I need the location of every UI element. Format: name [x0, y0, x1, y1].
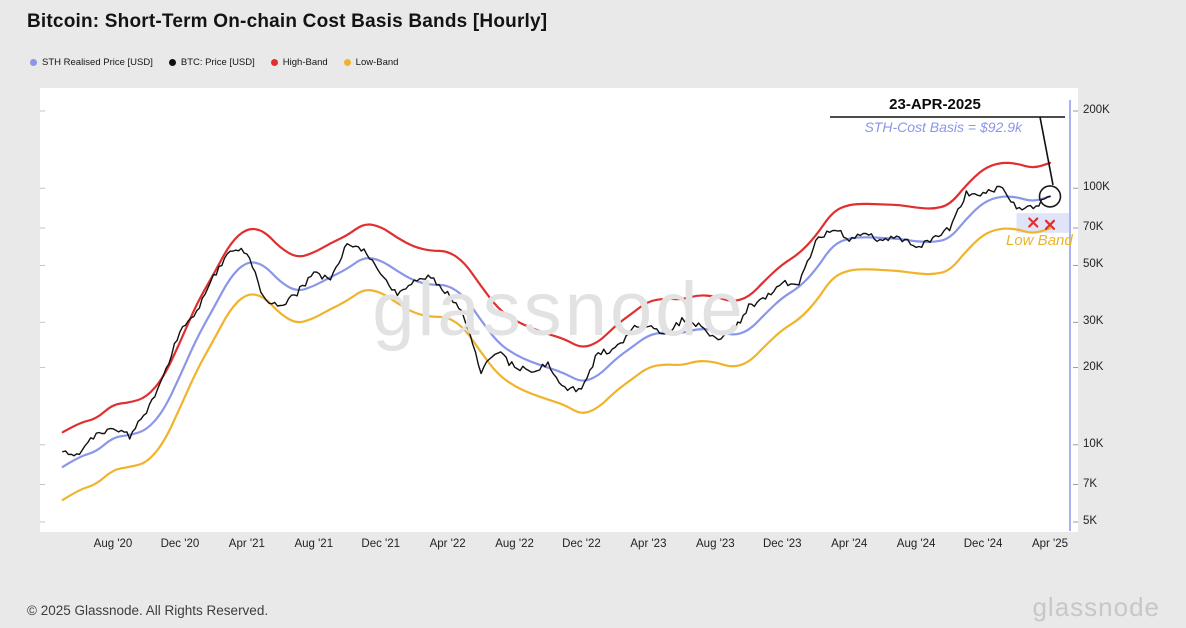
legend-item-sth-realised-price-usd[interactable]: STH Realised Price [USD] — [30, 57, 153, 68]
x-tick-label: Aug '23 — [696, 538, 735, 550]
annotation-sth-cost-basis-label: STH-Cost Basis = $92.9k — [864, 119, 1022, 135]
annotation-callout-line — [830, 116, 1065, 186]
x-tick-label: Apr '22 — [429, 538, 466, 550]
y-tick-label: 200K — [1083, 104, 1110, 116]
chart-plot-area[interactable]: glassnode — [40, 88, 1078, 532]
legend: STH Realised Price [USD] BTC: Price [USD]… — [30, 57, 398, 68]
series-line-sth-realised-price-usd[interactable] — [61, 195, 1052, 468]
series-line-low-band[interactable] — [61, 227, 1052, 501]
y-tick-label: 100K — [1083, 181, 1110, 194]
x-tick-label: Apr '21 — [228, 538, 265, 550]
y-tick-label: 5K — [1083, 515, 1098, 527]
annotation-date-label: 23-APR-2025 — [889, 96, 981, 113]
x-mark-icon — [1028, 217, 1039, 228]
legend-swatch-icon — [30, 59, 37, 66]
y-tick-label: 7K — [1083, 477, 1098, 490]
annotation-callout-circle — [1038, 185, 1062, 208]
legend-label: BTC: Price [USD] — [180, 57, 255, 68]
chart-canvas[interactable] — [40, 88, 1078, 532]
legend-label: High-Band — [282, 57, 328, 68]
legend-label: Low-Band — [355, 57, 399, 68]
legend-swatch-icon — [270, 59, 278, 66]
x-tick-label: Aug '22 — [495, 538, 534, 550]
y-tick-label: 30K — [1083, 315, 1104, 328]
legend-swatch-icon — [343, 59, 351, 66]
x-tick-label: Dec '23 — [762, 538, 802, 550]
legend-item-btc-price-usd[interactable]: BTC: Price [USD] — [168, 57, 255, 68]
y-tick-label: 10K — [1083, 437, 1104, 450]
legend-swatch-icon — [168, 59, 176, 66]
legend-label: STH Realised Price [USD] — [42, 57, 153, 68]
legend-item-low-band[interactable]: Low-Band — [343, 57, 399, 68]
y-tick-label: 50K — [1083, 258, 1104, 271]
x-tick-label: Aug '21 — [294, 538, 334, 550]
y-tick-label: 20K — [1083, 360, 1104, 373]
y-tick-label: 70K — [1083, 220, 1104, 233]
x-tick-label: Apr '25 — [1031, 538, 1069, 550]
x-tick-label: Aug '24 — [896, 538, 936, 550]
x-tick-label: Apr '23 — [630, 538, 667, 550]
x-tick-label: Dec '22 — [562, 538, 601, 550]
x-mark-icon — [1044, 219, 1056, 230]
brand-wordmark: glassnode — [1032, 592, 1160, 622]
footer-copyright: © 2025 Glassnode. All Rights Reserved. — [27, 603, 269, 618]
x-tick-label: Dec '21 — [361, 538, 401, 550]
x-tick-label: Dec '24 — [963, 538, 1003, 550]
series-line-btc-price-usd[interactable] — [62, 185, 1051, 457]
series-line-high-band[interactable] — [61, 161, 1052, 434]
page-title: Bitcoin: Short-Term On-chain Cost Basis … — [27, 11, 548, 32]
x-tick-label: Dec '20 — [160, 538, 200, 550]
annotation-low-band-label: Low Band — [1006, 232, 1073, 249]
x-tick-label: Aug '20 — [93, 538, 133, 550]
legend-item-high-band[interactable]: High-Band — [270, 57, 328, 68]
x-tick-label: Apr '24 — [831, 538, 868, 550]
